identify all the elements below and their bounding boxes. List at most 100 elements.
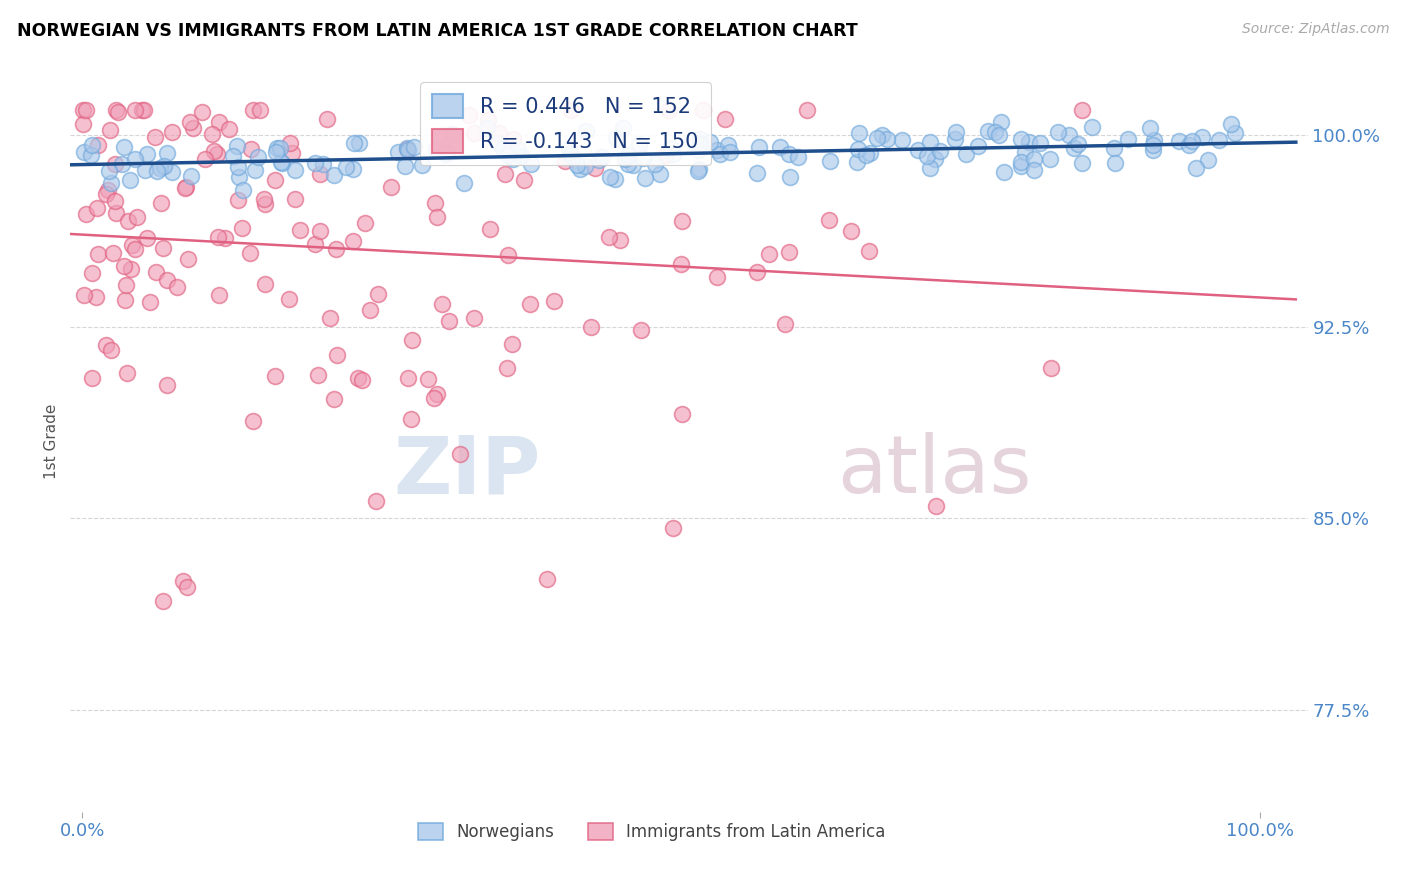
- Point: [270, 155, 292, 169]
- Point: [208, 115, 231, 129]
- Point: [434, 146, 457, 161]
- Point: [218, 121, 240, 136]
- Point: [846, 142, 869, 156]
- Text: ZIP: ZIP: [394, 432, 540, 510]
- Point: [73, 288, 96, 302]
- Point: [316, 112, 339, 126]
- Point: [1143, 133, 1166, 147]
- Point: [156, 145, 179, 160]
- Point: [401, 334, 423, 348]
- Point: [347, 136, 370, 150]
- Point: [1102, 141, 1125, 155]
- Point: [714, 112, 737, 126]
- Point: [396, 141, 419, 155]
- Point: [160, 165, 183, 179]
- Point: [659, 141, 682, 155]
- Point: [160, 125, 183, 139]
- Point: [107, 104, 129, 119]
- Point: [87, 137, 110, 152]
- Point: [929, 144, 952, 158]
- Point: [422, 392, 444, 406]
- Point: [907, 143, 929, 157]
- Point: [104, 194, 127, 208]
- Point: [858, 244, 880, 259]
- Point: [354, 216, 377, 230]
- Point: [115, 277, 138, 292]
- Point: [411, 158, 433, 172]
- Point: [1223, 126, 1246, 140]
- Point: [326, 348, 349, 362]
- Point: [201, 127, 224, 141]
- Point: [554, 154, 576, 169]
- Point: [605, 130, 627, 145]
- Point: [496, 361, 519, 376]
- Point: [254, 197, 277, 211]
- Point: [252, 192, 274, 206]
- Point: [335, 160, 357, 174]
- Point: [496, 248, 519, 262]
- Point: [1197, 153, 1219, 167]
- Point: [149, 196, 172, 211]
- Point: [396, 142, 419, 156]
- Point: [263, 173, 285, 187]
- Point: [748, 140, 770, 154]
- Point: [394, 160, 416, 174]
- Point: [177, 252, 200, 267]
- Point: [494, 167, 516, 181]
- Point: [156, 377, 179, 392]
- Text: Source: ZipAtlas.com: Source: ZipAtlas.com: [1241, 22, 1389, 37]
- Point: [778, 245, 800, 260]
- Point: [778, 146, 800, 161]
- Point: [458, 108, 481, 122]
- Point: [1184, 161, 1206, 175]
- Point: [73, 145, 96, 159]
- Point: [134, 163, 156, 178]
- Point: [588, 153, 610, 167]
- Point: [439, 314, 461, 328]
- Point: [225, 139, 247, 153]
- Point: [426, 387, 449, 401]
- Point: [496, 148, 519, 162]
- Point: [650, 167, 672, 181]
- Point: [1181, 134, 1204, 148]
- Point: [396, 370, 419, 384]
- Point: [342, 234, 364, 248]
- Point: [75, 103, 97, 117]
- Point: [621, 158, 644, 172]
- Point: [967, 139, 990, 153]
- Y-axis label: 1st Grade: 1st Grade: [44, 404, 59, 479]
- Point: [1142, 138, 1164, 153]
- Point: [633, 171, 655, 186]
- Point: [686, 163, 709, 178]
- Point: [253, 277, 276, 292]
- Point: [1139, 120, 1161, 135]
- Point: [112, 140, 135, 154]
- Point: [779, 170, 801, 185]
- Point: [359, 303, 381, 318]
- Point: [105, 103, 128, 117]
- Point: [100, 343, 122, 357]
- Point: [671, 407, 693, 421]
- Point: [1047, 125, 1070, 139]
- Point: [239, 246, 262, 260]
- Point: [845, 154, 868, 169]
- Point: [284, 192, 307, 206]
- Point: [478, 222, 501, 236]
- Point: [222, 149, 245, 163]
- Point: [671, 213, 693, 227]
- Point: [692, 103, 714, 117]
- Point: [955, 147, 977, 161]
- Point: [226, 193, 249, 207]
- Point: [72, 103, 94, 117]
- Point: [616, 157, 638, 171]
- Point: [699, 135, 721, 149]
- Point: [425, 142, 447, 156]
- Point: [232, 183, 254, 197]
- Point: [918, 161, 941, 176]
- Point: [609, 233, 631, 247]
- Point: [318, 311, 340, 326]
- Point: [617, 147, 640, 161]
- Point: [1116, 132, 1139, 146]
- Point: [380, 180, 402, 194]
- Text: atlas: atlas: [838, 432, 1032, 510]
